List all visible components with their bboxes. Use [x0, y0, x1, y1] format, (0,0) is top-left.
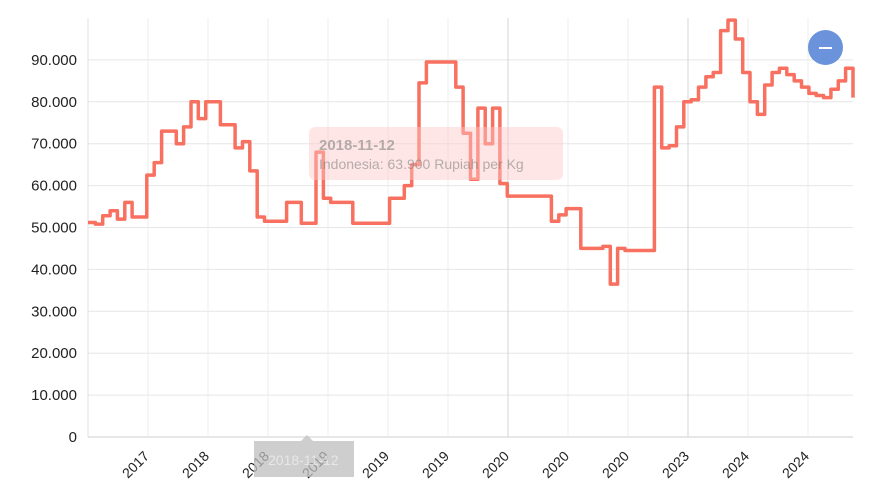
- y-tick-label: 10.000: [31, 387, 77, 404]
- x-tick-label: 2017: [119, 448, 152, 481]
- x-tick-label: 2023: [659, 448, 692, 481]
- x-tick-label: 2024: [779, 448, 812, 481]
- x-tick-label: 2024: [719, 448, 752, 481]
- x-tick-label: 2020: [479, 448, 512, 481]
- x-hover-label-text: 2018-11-12: [268, 452, 339, 468]
- chart-tooltip: 2018-11-12 Indonesia: 63.900 Rupiah per …: [309, 127, 563, 180]
- x-tick-label: 2019: [419, 448, 452, 481]
- y-tick-label: 90.000: [31, 52, 77, 69]
- y-tick-label: 40.000: [31, 261, 77, 278]
- y-tick-label: 60.000: [31, 178, 77, 195]
- x-hover-label-arrow: [301, 435, 313, 441]
- tooltip-date: 2018-11-12: [319, 137, 395, 154]
- y-tick-label: 70.000: [31, 136, 77, 153]
- y-tick-label: 30.000: [31, 303, 77, 320]
- y-tick-label: 80.000: [31, 94, 77, 111]
- series-line: [88, 18, 855, 286]
- x-tick-label: 2018: [179, 448, 212, 481]
- minus-icon: [819, 47, 832, 49]
- y-tick-label: 20.000: [31, 345, 77, 362]
- x-hover-label: 2018-11-12: [254, 441, 354, 477]
- collapse-toggle-button[interactable]: [808, 30, 843, 65]
- x-tick-label: 2020: [599, 448, 632, 481]
- x-tick-label: 2020: [539, 448, 572, 481]
- tooltip-value: Indonesia: 63.900 Rupiah per Kg: [319, 156, 524, 172]
- x-tick-label: 2019: [359, 448, 392, 481]
- y-tick-label: 50.000: [31, 220, 77, 237]
- y-tick-label: 0: [69, 429, 77, 446]
